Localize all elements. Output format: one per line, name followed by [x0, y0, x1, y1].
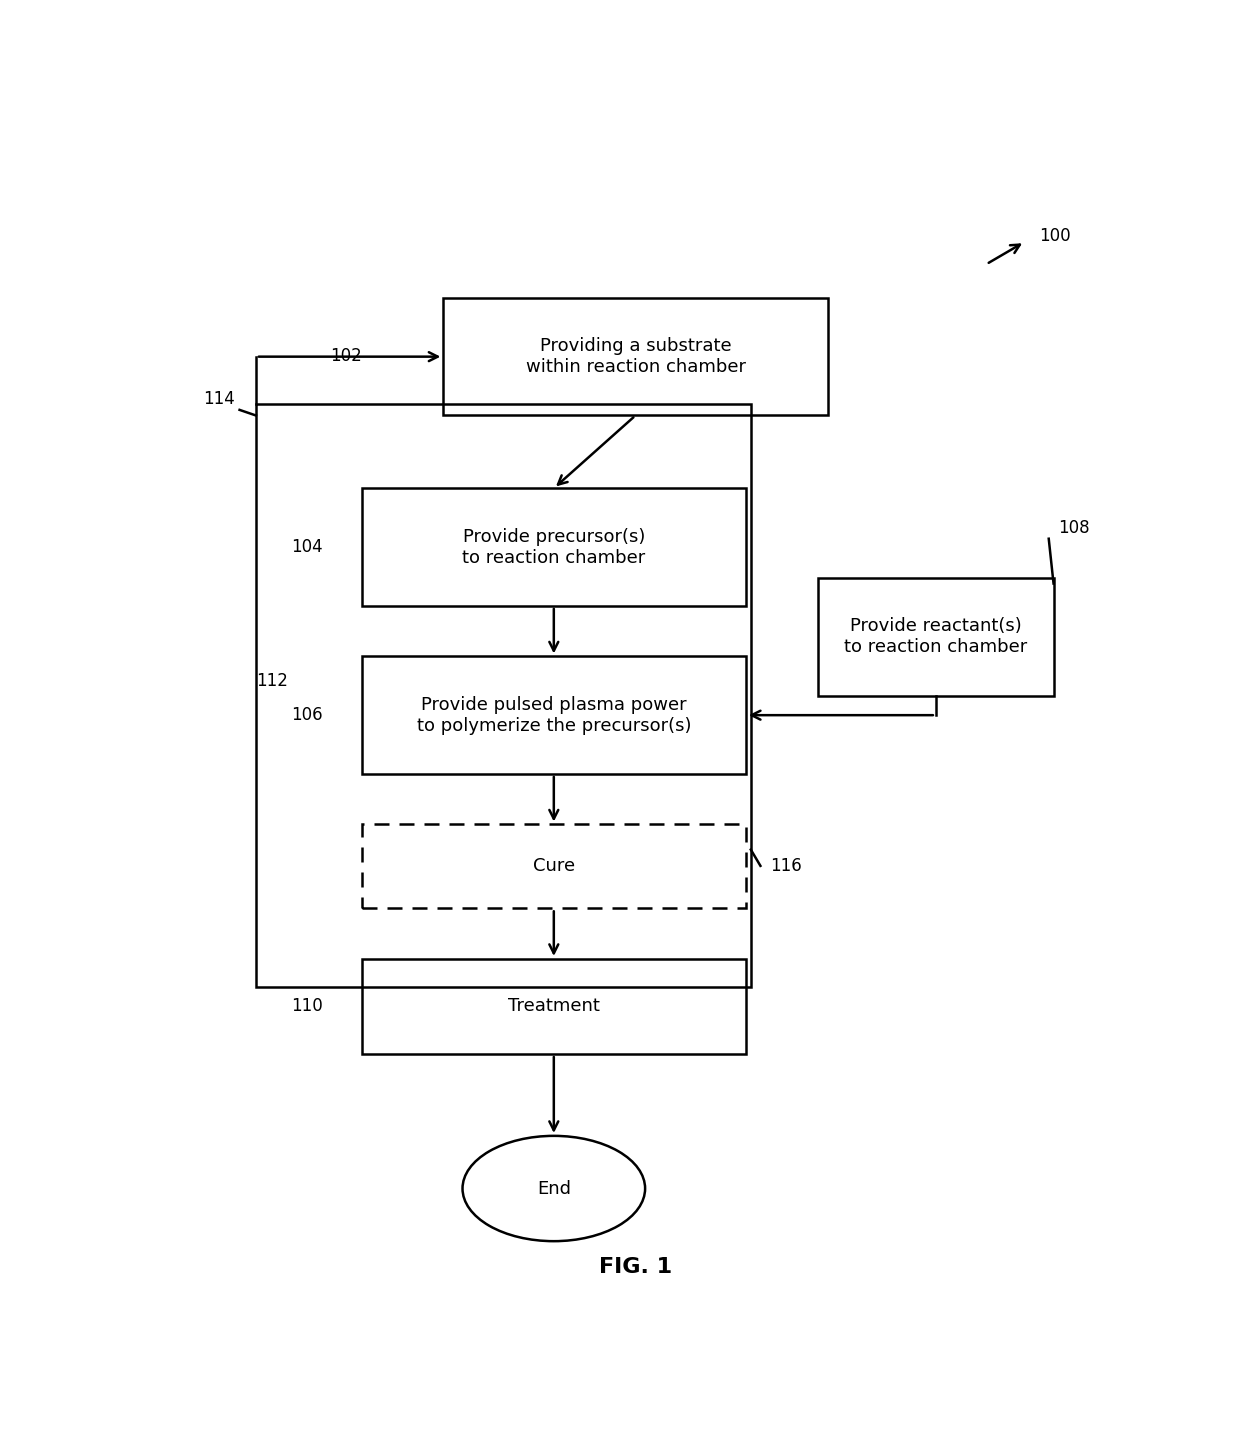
Text: Provide precursor(s)
to reaction chamber: Provide precursor(s) to reaction chamber	[463, 528, 646, 566]
Text: 104: 104	[291, 537, 324, 556]
Text: Providing a substrate
within reaction chamber: Providing a substrate within reaction ch…	[526, 338, 745, 375]
Text: 100: 100	[1039, 227, 1071, 246]
Text: 116: 116	[770, 857, 802, 874]
Bar	[255, 404, 751, 986]
Text: 102: 102	[330, 348, 362, 365]
Text: 110: 110	[291, 997, 324, 1016]
Text: FIG. 1: FIG. 1	[599, 1257, 672, 1277]
Text: 112: 112	[255, 672, 288, 690]
Text: 108: 108	[1058, 518, 1090, 537]
Text: 106: 106	[291, 706, 324, 723]
Ellipse shape	[463, 1136, 645, 1241]
Text: Treatment: Treatment	[508, 998, 600, 1016]
Bar	[362, 656, 746, 774]
Bar	[362, 959, 746, 1053]
Text: Provide pulsed plasma power
to polymerize the precursor(s): Provide pulsed plasma power to polymeriz…	[417, 695, 691, 735]
Text: End: End	[537, 1180, 570, 1197]
Text: 114: 114	[203, 390, 234, 407]
Text: Cure: Cure	[533, 857, 575, 876]
Text: Provide reactant(s)
to reaction chamber: Provide reactant(s) to reaction chamber	[844, 617, 1028, 656]
Bar	[444, 298, 828, 416]
Bar	[362, 489, 746, 605]
Bar	[818, 578, 1054, 695]
Bar	[362, 825, 746, 908]
